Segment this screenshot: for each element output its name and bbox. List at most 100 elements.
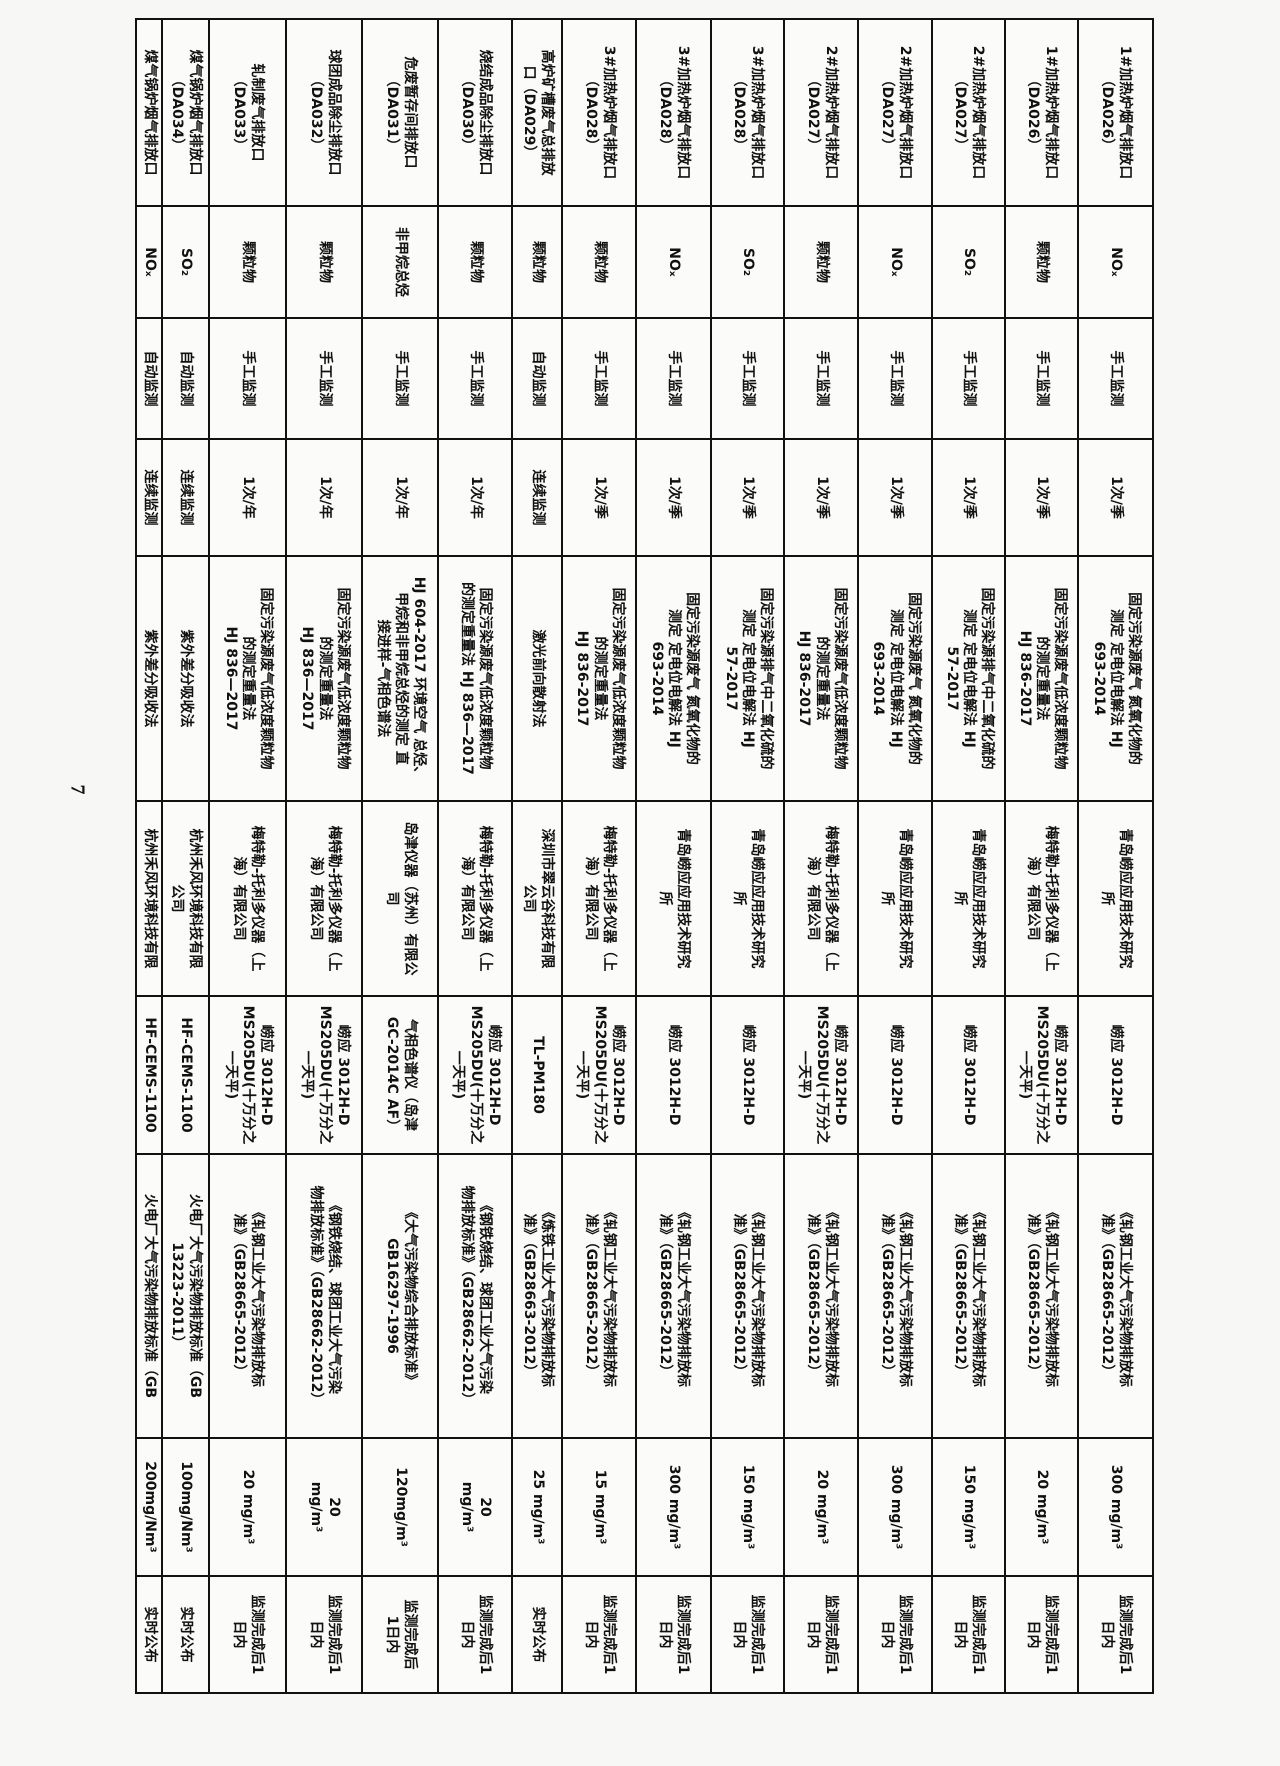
instrument-cell: 崂应 3012H-D MS205DU(十万分之 一天平): [286, 996, 362, 1154]
analysis-method-cell: 固定污染源废气 氮氧化物的 测定 定电位电解法 HJ 693-2014: [636, 556, 711, 801]
analysis-method-cell: 固定污染源废气低浓度颗粒物 的测定重量法 HJ 836—2017: [438, 556, 512, 801]
outlet-cell: 2#加热炉烟气排放口 （DA027）: [932, 19, 1005, 206]
manufacturer-cell: 青岛崂应应用技术研究 所: [636, 801, 711, 996]
instrument-cell: TL-PM180: [512, 996, 562, 1154]
instrument-cell: 崂应 3012H-D MS205DU(十万分之 一天平): [209, 996, 286, 1154]
table-row: 高炉矿槽废气总排放 口（DA029） 颗粒物 自动监测 连续监测 激光前向散射法 深圳市翠…: [512, 19, 562, 1693]
limit-value-cell: 20 mg/m³: [286, 1438, 362, 1576]
publish-time-cell: 监测完成后1 日内: [932, 1576, 1005, 1693]
outlet-cell: 危废暂存间排放口 （DA031）: [362, 19, 438, 206]
manufacturer-cell: 梅特勒-托利多仪器（上 海）有限公司: [438, 801, 512, 996]
frequency-cell: 1次/季: [932, 439, 1005, 556]
limit-value-cell: 200mg/Nm³: [136, 1438, 162, 1576]
manufacturer-cell: 青岛崂应应用技术研究 所: [932, 801, 1005, 996]
analysis-method-cell: 固定污染源排气中二氧化硫的 测定 定电位电解法 HJ 57-2017: [711, 556, 784, 801]
analysis-method-cell: 固定污染源废气 氮氧化物的 测定 定电位电解法 HJ 693-2014: [1078, 556, 1153, 801]
manufacturer-cell: 梅特勒-托利多仪器（上 海）有限公司: [209, 801, 286, 996]
frequency-cell: 1次/季: [636, 439, 711, 556]
outlet-cell: 3#加热炉烟气排放口 （DA028）: [711, 19, 784, 206]
limit-value-cell: 100mg/Nm³: [162, 1438, 209, 1576]
emission-standard-cell: 《大气污染物综合排放标准》 GB16297-1996: [362, 1154, 438, 1438]
limit-value-cell: 150 mg/m³: [711, 1438, 784, 1576]
analysis-method-cell: 固定污染源排气中二氧化硫的 测定 定电位电解法 HJ 57-2017: [932, 556, 1005, 801]
emission-standard-cell: 《轧钢工业大气污染物排放标 准》（GB28665-2012）: [209, 1154, 286, 1438]
outlet-cell: 轧制废气排放口 （DA033）: [209, 19, 286, 206]
outlet-cell: 3#加热炉烟气排放口 （DA028）: [562, 19, 636, 206]
manufacturer-cell: 梅特勒-托利多仪器（上 海）有限公司: [1005, 801, 1078, 996]
manufacturer-cell: 青岛崂应应用技术研究 所: [711, 801, 784, 996]
instrument-cell: 崂应 3012H-D MS205DU(十万分之 一天平): [784, 996, 858, 1154]
monitoring-mode-cell: 自动监测: [512, 318, 562, 439]
table-row: 2#加热炉烟气排放口 （DA027） NOₓ 手工监测 1次/季 固定污染源废气 氮氧化…: [858, 19, 932, 1693]
table-row: 危废暂存间排放口 （DA031） 非甲烷总烃 手工监测 1次/年 HJ 604-2017…: [362, 19, 438, 1693]
frequency-cell: 1次/年: [286, 439, 362, 556]
emission-standard-cell: 《轧钢工业大气污染物排放标 准》（GB28665-2012）: [711, 1154, 784, 1438]
instrument-cell: 崂应 3012H-D: [636, 996, 711, 1154]
table-row: 2#加热炉烟气排放口 （DA027） SO₂ 手工监测 1次/季 固定污染源排气中二氧化…: [932, 19, 1005, 1693]
publish-time-cell: 实时公布: [512, 1576, 562, 1693]
limit-value-cell: 25 mg/m³: [512, 1438, 562, 1576]
limit-value-cell: 150 mg/m³: [932, 1438, 1005, 1576]
emission-standard-cell: 《炼铁工业大气污染物排放标 准》（GB28663-2012）: [512, 1154, 562, 1438]
manufacturer-cell: 岛津仪器（苏州）有限公 司: [362, 801, 438, 996]
manufacturer-cell: 青岛崂应应用技术研究 所: [1078, 801, 1153, 996]
publish-time-cell: 监测完成后1 日内: [209, 1576, 286, 1693]
table-row: 3#加热炉烟气排放口 （DA028） 颗粒物 手工监测 1次/季 固定污染源废气低浓度颗…: [562, 19, 636, 1693]
manufacturer-cell: 青岛崂应应用技术研究 所: [858, 801, 932, 996]
publish-time-cell: 监测完成后1 日内: [1005, 1576, 1078, 1693]
analysis-method-cell: HJ 604-2017 环境空气 总烃、 甲烷和非甲烷总烃的测定 直 接进样-气…: [362, 556, 438, 801]
instrument-cell: 崂应 3012H-D: [711, 996, 784, 1154]
frequency-cell: 1次/季: [784, 439, 858, 556]
outlet-cell: 煤气锅炉烟气排放口: [136, 19, 162, 206]
publish-time-cell: 监测完成后1 日内: [562, 1576, 636, 1693]
publish-time-cell: 监测完成后1 日内: [438, 1576, 512, 1693]
pollutant-cell: SO₂: [711, 206, 784, 318]
pollutant-cell: 颗粒物: [784, 206, 858, 318]
monitoring-mode-cell: 手工监测: [636, 318, 711, 439]
outlet-cell: 烧结成品除尘排放口 （DA030）: [438, 19, 512, 206]
publish-time-cell: 监测完成后1 日内: [858, 1576, 932, 1693]
publish-time-cell: 监测完成后1 日内: [1078, 1576, 1153, 1693]
pollutant-cell: NOₓ: [1078, 206, 1153, 318]
limit-value-cell: 300 mg/m³: [636, 1438, 711, 1576]
publish-time-cell: 监测完成后1 日内: [636, 1576, 711, 1693]
emission-standard-cell: 《钢铁烧结、球团工业大气污染 物排放标准》（GB28662-2012）: [286, 1154, 362, 1438]
analysis-method-cell: 紫外差分吸收法: [136, 556, 162, 801]
manufacturer-cell: 杭州禾风环境科技有限: [136, 801, 162, 996]
instrument-cell: 崂应 3012H-D: [858, 996, 932, 1154]
frequency-cell: 1次/季: [1078, 439, 1153, 556]
manufacturer-cell: 梅特勒-托利多仪器（上 海）有限公司: [784, 801, 858, 996]
pollutant-cell: 颗粒物: [209, 206, 286, 318]
emission-standard-cell: 《轧钢工业大气污染物排放标 准》（GB28665-2012）: [1078, 1154, 1153, 1438]
monitoring-mode-cell: 自动监测: [136, 318, 162, 439]
monitoring-mode-cell: 手工监测: [932, 318, 1005, 439]
monitoring-table: 1#加热炉烟气排放口 （DA026） NOₓ 手工监测 1次/季 固定污染源废气 氮氧化…: [135, 18, 1154, 1694]
instrument-cell: HF-CEMS-1100: [162, 996, 209, 1154]
analysis-method-cell: 固定污染源废气 氮氧化物的 测定 定电位电解法 HJ 693-2014: [858, 556, 932, 801]
instrument-cell: HF-CEMS-1100: [136, 996, 162, 1154]
table-row: 1#加热炉烟气排放口 （DA026） 颗粒物 手工监测 1次/季 固定污染源废气低浓度颗…: [1005, 19, 1078, 1693]
pollutant-cell: NOₓ: [136, 206, 162, 318]
monitoring-mode-cell: 手工监测: [209, 318, 286, 439]
emission-standard-cell: 《轧钢工业大气污染物排放标 准》（GB28665-2012）: [784, 1154, 858, 1438]
table-row: 1#加热炉烟气排放口 （DA026） NOₓ 手工监测 1次/季 固定污染源废气 氮氧化…: [1078, 19, 1153, 1693]
emission-standard-cell: 《轧钢工业大气污染物排放标 准》（GB28665-2012）: [858, 1154, 932, 1438]
instrument-cell: 崂应 3012H-D: [1078, 996, 1153, 1154]
pollutant-cell: SO₂: [932, 206, 1005, 318]
emission-standard-cell: 《轧钢工业大气污染物排放标 准》（GB28665-2012）: [636, 1154, 711, 1438]
limit-value-cell: 120mg/m³: [362, 1438, 438, 1576]
monitoring-mode-cell: 手工监测: [784, 318, 858, 439]
monitoring-mode-cell: 手工监测: [711, 318, 784, 439]
manufacturer-cell: 梅特勒-托利多仪器（上 海）有限公司: [562, 801, 636, 996]
publish-time-cell: 监测完成后1 日内: [784, 1576, 858, 1693]
outlet-cell: 高炉矿槽废气总排放 口（DA029）: [512, 19, 562, 206]
pollutant-cell: 颗粒物: [1005, 206, 1078, 318]
frequency-cell: 1次/季: [1005, 439, 1078, 556]
table-row: 2#加热炉烟气排放口 （DA027） 颗粒物 手工监测 1次/季 固定污染源废气低浓度颗…: [784, 19, 858, 1693]
publish-time-cell: 实时公布: [162, 1576, 209, 1693]
frequency-cell: 连续监测: [512, 439, 562, 556]
instrument-cell: 崂应 3012H-D: [932, 996, 1005, 1154]
outlet-cell: 2#加热炉烟气排放口 （DA027）: [858, 19, 932, 206]
frequency-cell: 1次/年: [209, 439, 286, 556]
frequency-cell: 1次/年: [438, 439, 512, 556]
